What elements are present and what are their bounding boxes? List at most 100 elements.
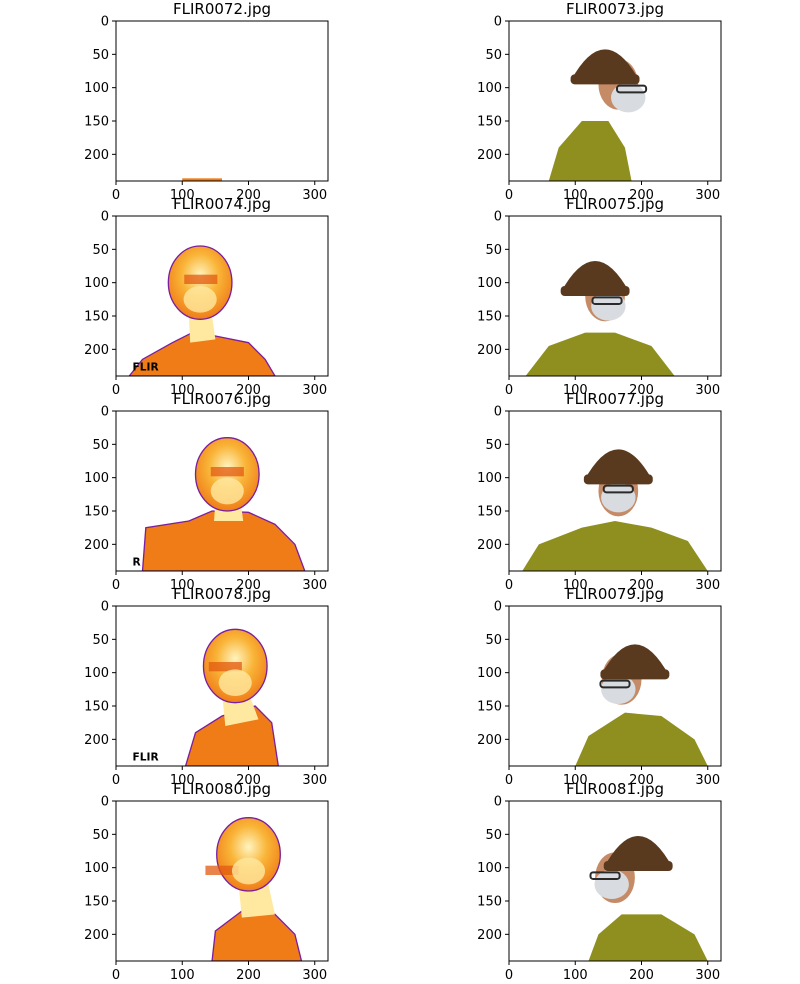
x-tick-label: 200 — [236, 383, 261, 398]
x-tick-label: 0 — [112, 578, 120, 593]
y-tick-label: 150 — [84, 700, 109, 715]
panel-6-image: FLIR — [133, 628, 279, 766]
y-tick-label: 200 — [477, 148, 502, 163]
x-tick-label: 300 — [302, 578, 327, 593]
panel-2: FLIR0074.jpg FLIR 0 100 200 300 0 50 100 150 200 — [84, 195, 329, 398]
y-tick-label: 150 — [84, 115, 109, 130]
panel-2-frame — [115, 215, 329, 377]
y-tick-label: 50 — [485, 828, 502, 843]
panel-5-title: FLIR0077.jpg — [566, 390, 664, 408]
panel-7-title: FLIR0079.jpg — [566, 585, 664, 603]
x-tick-label: 100 — [170, 578, 195, 593]
panel-5-frame — [508, 410, 722, 572]
x-tick-label: 200 — [236, 968, 261, 983]
y-tick-label: 200 — [84, 928, 109, 943]
y-tick-label: 0 — [101, 15, 109, 30]
panel-6: FLIR0078.jpg FLIR 0 100 200 300 0 50 100 150 200 — [84, 585, 329, 788]
y-tick-label: 50 — [92, 633, 109, 648]
x-tick-label: 300 — [695, 188, 720, 203]
y-tick-label: 150 — [84, 310, 109, 325]
x-tick-label: 300 — [302, 188, 327, 203]
x-tick-label: 200 — [629, 968, 654, 983]
x-tick-label: 200 — [629, 773, 654, 788]
y-tick-label: 0 — [494, 405, 502, 420]
panel-9-title: FLIR0081.jpg — [566, 780, 664, 798]
y-tick-label: 200 — [84, 538, 109, 553]
y-tick-label: 0 — [101, 795, 109, 810]
y-tick-label: 50 — [485, 243, 502, 258]
panel-8: FLIR0080.jpg 0 100 200 300 0 50 100 150 200 — [84, 780, 329, 983]
y-tick-label: 50 — [485, 48, 502, 63]
panel-4-watermark: R — [133, 556, 141, 569]
panel-3: FLIR0075.jpg 0 100 200 300 0 50 100 150 200 — [477, 195, 722, 398]
y-tick-label: 100 — [84, 276, 109, 291]
x-tick-label: 0 — [505, 578, 513, 593]
panel-3-title: FLIR0075.jpg — [566, 195, 664, 213]
panel-6-frame — [115, 605, 329, 767]
x-tick-label: 100 — [563, 578, 588, 593]
panel-2-title: FLIR0074.jpg — [173, 195, 271, 213]
panel-9-image — [588, 836, 708, 961]
x-tick-label: 0 — [505, 188, 513, 203]
x-tick-label: 0 — [112, 773, 120, 788]
y-tick-label: 0 — [494, 15, 502, 30]
y-tick-label: 50 — [92, 828, 109, 843]
x-tick-label: 100 — [170, 188, 195, 203]
x-tick-label: 100 — [170, 383, 195, 398]
y-tick-label: 100 — [84, 666, 109, 681]
x-tick-label: 100 — [563, 968, 588, 983]
x-tick-label: 100 — [563, 188, 588, 203]
x-tick-label: 100 — [170, 968, 195, 983]
x-tick-label: 300 — [695, 383, 720, 398]
x-tick-label: 300 — [302, 773, 327, 788]
y-tick-label: 50 — [92, 48, 109, 63]
y-tick-label: 0 — [101, 405, 109, 420]
panel-7-image — [575, 644, 708, 766]
y-tick-label: 0 — [101, 600, 109, 615]
y-tick-label: 100 — [477, 276, 502, 291]
y-tick-label: 50 — [485, 438, 502, 453]
y-tick-label: 100 — [477, 471, 502, 486]
panel-2-watermark: FLIR — [133, 361, 159, 374]
y-tick-label: 150 — [477, 505, 502, 520]
x-tick-label: 200 — [629, 383, 654, 398]
x-tick-label: 100 — [563, 383, 588, 398]
panel-1-image — [548, 49, 648, 181]
y-tick-label: 50 — [92, 243, 109, 258]
panel-0: FLIR0072.jpg 0 100 200 300 0 50 100 150 200 — [84, 0, 329, 203]
panel-9: FLIR0081.jpg 0 100 200 300 0 50 100 150 200 — [477, 780, 722, 983]
y-tick-label: 100 — [84, 81, 109, 96]
y-tick-label: 200 — [84, 343, 109, 358]
panel-6-watermark: FLIR — [133, 751, 159, 764]
panel-1-frame — [508, 20, 722, 182]
y-tick-label: 0 — [101, 210, 109, 225]
y-tick-label: 200 — [477, 928, 502, 943]
y-tick-label: 0 — [494, 795, 502, 810]
y-tick-label: 100 — [84, 861, 109, 876]
y-tick-label: 50 — [92, 438, 109, 453]
y-tick-label: 200 — [477, 538, 502, 553]
y-tick-label: 50 — [485, 633, 502, 648]
y-tick-label: 200 — [477, 733, 502, 748]
y-tick-label: 200 — [477, 343, 502, 358]
y-tick-label: 150 — [477, 700, 502, 715]
x-tick-label: 200 — [236, 188, 261, 203]
x-tick-label: 0 — [505, 968, 513, 983]
y-tick-label: 150 — [84, 895, 109, 910]
y-tick-label: 150 — [477, 115, 502, 130]
panel-1-title: FLIR0073.jpg — [566, 0, 664, 18]
x-tick-label: 300 — [695, 773, 720, 788]
panel-1: FLIR0073.jpg 0 100 200 300 0 50 100 150 200 — [477, 0, 722, 203]
y-tick-label: 200 — [84, 148, 109, 163]
panel-2-image: FLIR — [128, 245, 276, 376]
y-tick-label: 100 — [477, 666, 502, 681]
panel-0-image — [182, 178, 222, 181]
y-tick-label: 200 — [84, 733, 109, 748]
panel-5-image — [522, 449, 708, 571]
y-tick-label: 100 — [477, 861, 502, 876]
y-tick-label: 150 — [477, 895, 502, 910]
panel-7: FLIR0079.jpg 0 100 200 300 0 50 100 150 200 — [477, 585, 722, 788]
y-tick-label: 100 — [477, 81, 502, 96]
